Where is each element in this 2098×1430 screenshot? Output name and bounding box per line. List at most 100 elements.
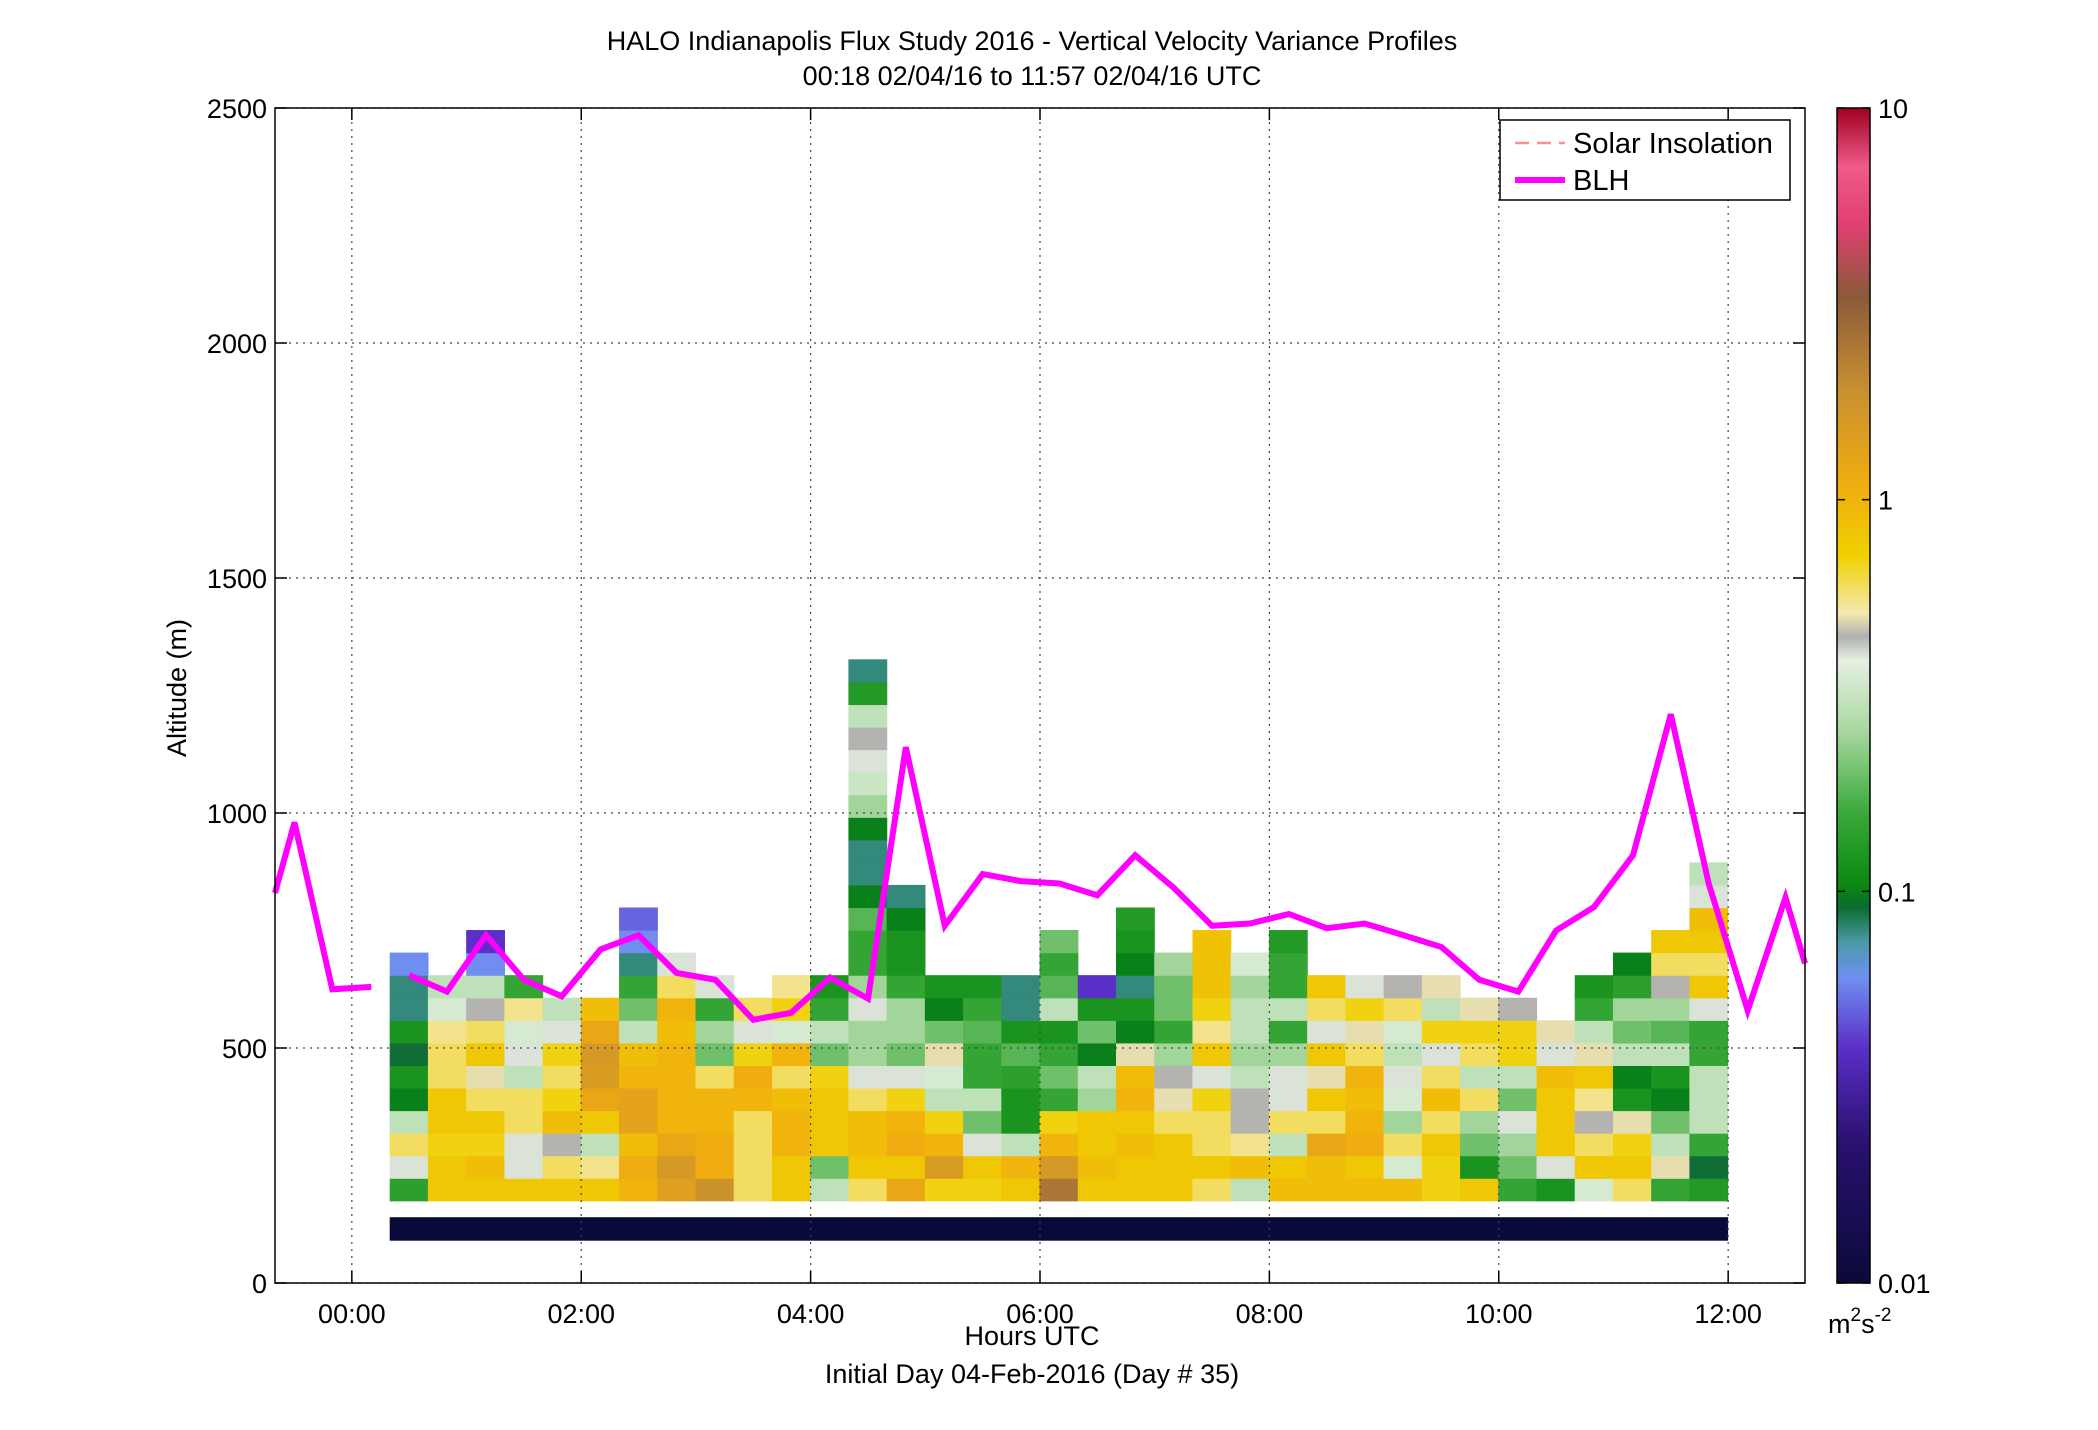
heatmap-cell — [1307, 1178, 1346, 1202]
heatmap-cell — [466, 1155, 505, 1179]
y-tick-label: 500 — [222, 1034, 267, 1064]
colorbar: 0.01 0.1 1 10 — [1836, 94, 1931, 1299]
heatmap-cell — [1345, 1065, 1385, 1089]
heatmap-cell — [886, 1110, 926, 1134]
heatmap-cell — [1345, 1087, 1385, 1112]
heatmap-cell — [1307, 1065, 1346, 1089]
heatmap-cell — [1689, 1020, 1729, 1044]
heatmap-floor-band — [389, 1217, 1729, 1241]
heatmap-cell — [1612, 1020, 1652, 1044]
heatmap-cell — [963, 975, 1002, 999]
heatmap-cell — [1460, 1042, 1499, 1066]
heatmap-cell — [1192, 975, 1232, 999]
heatmap-cell — [695, 997, 735, 1021]
heatmap-cell — [619, 1020, 658, 1044]
heatmap-cell — [695, 1087, 735, 1112]
heatmap-cell — [580, 1065, 620, 1089]
heatmap-cell — [1230, 1087, 1270, 1112]
heatmap-cell — [924, 997, 964, 1021]
heatmap-cell — [542, 1087, 582, 1112]
heatmap-cell — [963, 1087, 1002, 1112]
heatmap-cell — [1039, 1065, 1079, 1089]
x-tick-label: 10:00 — [1465, 1299, 1533, 1329]
heatmap-cell — [1154, 1178, 1194, 1202]
heatmap-cell — [619, 997, 658, 1021]
heatmap-cell — [1651, 1065, 1691, 1089]
heatmap-cell — [771, 975, 811, 999]
heatmap-cell — [1651, 1087, 1691, 1112]
heatmap-cell — [1689, 1087, 1729, 1112]
heatmap-cell — [1116, 1020, 1155, 1044]
heatmap-cell — [1268, 1087, 1308, 1112]
heatmap-cell — [542, 1133, 582, 1157]
heatmap-cell — [1039, 975, 1079, 999]
heatmap-cell — [619, 1087, 658, 1112]
y-tick-label: 0 — [252, 1269, 267, 1299]
heatmap-cell — [924, 1020, 964, 1044]
heatmap-cell — [466, 1042, 505, 1066]
heatmap-cell — [848, 772, 888, 796]
heatmap-cell — [1574, 1042, 1614, 1066]
heatmap-cell — [1192, 1020, 1232, 1044]
heatmap-cell — [657, 952, 697, 976]
heatmap-cell — [963, 1020, 1002, 1044]
heatmap-cell — [848, 1110, 888, 1134]
heatmap-cell — [886, 1133, 926, 1157]
heatmap-cell — [1421, 1178, 1461, 1202]
heatmap-cell — [1230, 1042, 1270, 1066]
heatmap-cell — [657, 1020, 697, 1044]
heatmap-cell — [848, 862, 888, 886]
heatmap-cell — [1077, 1110, 1117, 1134]
heatmap-cell — [848, 1065, 888, 1089]
heatmap-cell — [466, 1065, 505, 1089]
heatmap-cell — [580, 1042, 620, 1066]
heatmap-cell — [1689, 997, 1729, 1021]
heatmap-cell — [619, 1178, 658, 1202]
heatmap-cell — [886, 1020, 926, 1044]
heatmap-cell — [1001, 1087, 1041, 1112]
heatmap-cell — [1460, 1133, 1499, 1157]
heatmap-cell — [1651, 1020, 1691, 1044]
heatmap-cell — [1345, 1042, 1385, 1066]
heatmap-cell — [1460, 1155, 1499, 1179]
heatmap-cell — [1536, 1020, 1576, 1044]
x-tick-label: 06:00 — [1006, 1299, 1074, 1329]
x-axis-sublabel: Initial Day 04-Feb-2016 (Day # 35) — [825, 1359, 1239, 1389]
heatmap-cell — [580, 1155, 620, 1179]
colorbar-gradient — [1836, 107, 1871, 1284]
colorbar-tick-label: 0.1 — [1878, 877, 1916, 907]
heatmap-cell — [1383, 1042, 1423, 1066]
heatmap-cell — [1001, 1065, 1041, 1089]
heatmap-cell — [924, 1133, 964, 1157]
heatmap-cell — [848, 704, 888, 728]
heatmap-cell — [1383, 1133, 1423, 1157]
heatmap-cell — [1574, 1020, 1614, 1044]
heatmap-cell — [1230, 1110, 1270, 1134]
heatmap-cell — [1345, 997, 1385, 1021]
heatmap-cell — [1077, 975, 1117, 999]
heatmap-cell — [657, 1178, 697, 1202]
heatmap-cell — [1689, 1155, 1729, 1179]
heatmap-cell — [963, 1133, 1002, 1157]
heatmap-cell — [1192, 1042, 1232, 1066]
heatmap-cell — [886, 975, 926, 999]
heatmap-cell — [1574, 1178, 1614, 1202]
heatmap-cell — [810, 1178, 850, 1202]
heatmap-cell — [1612, 975, 1652, 999]
heatmap-cell — [1077, 1133, 1117, 1157]
heatmap-cell — [1230, 1020, 1270, 1044]
heatmap-cell — [1268, 1155, 1308, 1179]
heatmap-cell — [542, 997, 582, 1021]
heatmap-cell — [427, 997, 467, 1021]
heatmap-cell — [848, 1155, 888, 1179]
heatmap-cells — [389, 659, 1729, 1241]
heatmap-cell — [1536, 1133, 1576, 1157]
x-tick-label: 04:00 — [777, 1299, 845, 1329]
heatmap-cell — [695, 1110, 735, 1134]
heatmap-cell — [848, 817, 888, 841]
heatmap-cell — [1268, 1133, 1308, 1157]
heatmap-cell — [1192, 997, 1232, 1021]
heatmap-cell — [466, 975, 505, 999]
heatmap-cell — [924, 975, 964, 999]
heatmap-cell — [1498, 1110, 1538, 1134]
